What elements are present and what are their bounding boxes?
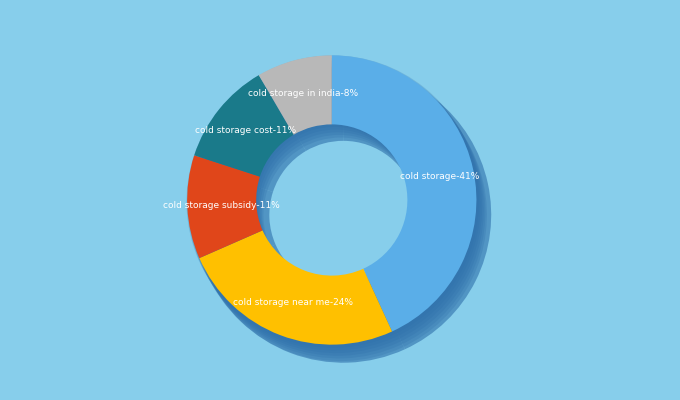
Wedge shape (199, 83, 299, 186)
Wedge shape (194, 170, 270, 274)
Wedge shape (205, 243, 400, 358)
Wedge shape (269, 67, 343, 151)
Wedge shape (201, 235, 395, 350)
Wedge shape (336, 61, 482, 340)
Wedge shape (195, 78, 295, 180)
Wedge shape (186, 156, 262, 260)
Wedge shape (187, 155, 262, 258)
Wedge shape (343, 67, 491, 349)
Wedge shape (190, 162, 265, 266)
Wedge shape (265, 66, 339, 146)
Wedge shape (264, 63, 337, 143)
Wedge shape (260, 58, 335, 138)
Wedge shape (194, 75, 294, 178)
Wedge shape (199, 230, 392, 345)
Wedge shape (193, 167, 269, 271)
Wedge shape (200, 86, 300, 188)
Text: cold storage subsidy-11%: cold storage subsidy-11% (163, 201, 280, 210)
Wedge shape (188, 159, 264, 263)
Wedge shape (259, 55, 333, 135)
Wedge shape (339, 66, 486, 345)
Text: cold storage cost-11%: cold storage cost-11% (195, 126, 296, 136)
Wedge shape (262, 61, 336, 140)
Text: cold storage near me-24%: cold storage near me-24% (233, 298, 353, 308)
Wedge shape (199, 233, 394, 348)
Text: cold storage-41%: cold storage-41% (400, 172, 479, 181)
Wedge shape (197, 81, 297, 183)
Wedge shape (333, 55, 479, 335)
Wedge shape (335, 58, 481, 337)
Wedge shape (332, 55, 477, 332)
Wedge shape (203, 240, 398, 356)
Wedge shape (207, 246, 402, 361)
Text: cold storage in india-8%: cold storage in india-8% (248, 89, 358, 98)
Wedge shape (337, 63, 483, 342)
Wedge shape (267, 68, 341, 148)
Wedge shape (195, 169, 275, 274)
Wedge shape (202, 238, 397, 353)
Wedge shape (341, 68, 487, 348)
Wedge shape (208, 244, 405, 363)
Wedge shape (203, 87, 306, 192)
Wedge shape (259, 55, 332, 135)
Wedge shape (191, 164, 267, 268)
Wedge shape (201, 88, 302, 191)
Wedge shape (194, 75, 294, 177)
